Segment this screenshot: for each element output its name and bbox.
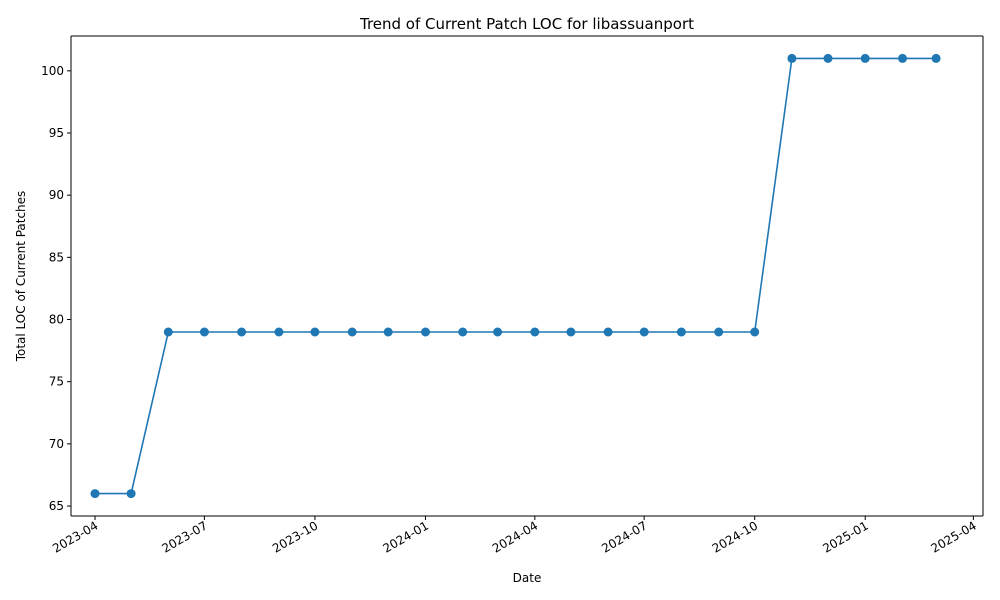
- data-point: [676, 327, 686, 337]
- data-point: [90, 489, 100, 499]
- data-point: [493, 327, 503, 337]
- data-point: [310, 327, 320, 337]
- data-point: [530, 327, 540, 337]
- data-point: [163, 327, 173, 337]
- series-line: [95, 57, 937, 495]
- data-point: [603, 327, 613, 337]
- data-point: [898, 53, 907, 63]
- y-tick-label: 85: [49, 250, 64, 264]
- x-axis-label: Date: [513, 571, 542, 585]
- y-tick-label: 95: [49, 126, 64, 140]
- y-axis-label: Total LOC of Current Patches: [14, 191, 28, 363]
- chart-title: Trend of Current Patch LOC for libassuan…: [359, 15, 694, 33]
- y-tick-label: 100: [41, 64, 64, 78]
- data-point: [383, 327, 393, 337]
- y-tick-label: 70: [49, 437, 64, 451]
- data-point: [566, 327, 576, 337]
- data-point: [714, 327, 724, 337]
- y-tick-label: 75: [49, 375, 64, 389]
- data-point: [126, 489, 136, 499]
- data-point: [237, 327, 247, 337]
- data-point: [199, 327, 209, 337]
- series-layer: [90, 53, 941, 499]
- data-point: [860, 53, 870, 63]
- data-point: [347, 327, 357, 337]
- data-point: [823, 53, 833, 63]
- data-point: [421, 327, 430, 337]
- data-point: [274, 327, 284, 337]
- data-point: [931, 53, 941, 63]
- data-point: [639, 327, 649, 337]
- data-point: [750, 327, 760, 337]
- y-tick-label: 80: [49, 313, 64, 327]
- y-tick-label: 65: [49, 499, 64, 513]
- data-point: [458, 327, 468, 337]
- y-tick-label: 90: [49, 188, 64, 202]
- data-point: [787, 53, 797, 63]
